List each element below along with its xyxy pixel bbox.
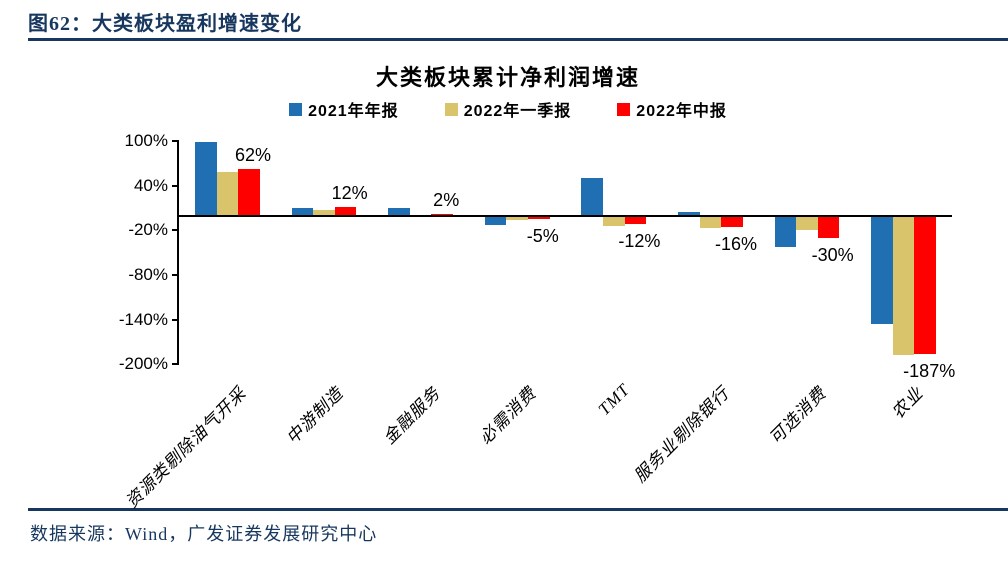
bar xyxy=(238,169,260,216)
bar xyxy=(195,141,217,216)
y-axis-tick-label: -80% xyxy=(128,264,168,284)
footer-rule xyxy=(28,508,1008,511)
legend-label: 2021年年报 xyxy=(308,103,399,120)
y-axis-tick-mark xyxy=(172,363,179,366)
bar xyxy=(313,209,335,216)
legend-item-2021-annual: 2021年年报 xyxy=(289,97,399,121)
bar xyxy=(774,215,797,248)
bar xyxy=(817,215,840,238)
y-axis-tick-label: -200% xyxy=(118,354,168,374)
y-axis-tick-label: 40% xyxy=(133,175,168,195)
y-axis-tick-mark xyxy=(172,318,179,321)
bar xyxy=(334,206,357,216)
bar-data-label: -16% xyxy=(714,234,758,255)
y-axis-tick-mark xyxy=(172,140,179,143)
data-source-note: 数据来源：Wind，广发证券发展研究中心 xyxy=(30,524,378,544)
bar xyxy=(871,215,893,325)
bar xyxy=(796,215,818,231)
bar xyxy=(528,215,550,220)
bar xyxy=(388,208,410,216)
chart-title: 大类板块累计净利润增速 xyxy=(375,65,640,90)
bar-data-label: -30% xyxy=(811,244,854,265)
legend-swatch-icon xyxy=(289,102,303,116)
bar xyxy=(291,208,314,216)
y-axis-tick-mark xyxy=(172,273,179,276)
x-axis-category-label: TMT xyxy=(594,380,634,419)
bar-data-label: -187% xyxy=(903,361,956,382)
figure-label: 图62：大类板块盈利增速变化 xyxy=(28,13,302,35)
legend-swatch-icon xyxy=(444,102,458,116)
legend-label: 2022年一季报 xyxy=(463,103,572,120)
legend-label: 2022年中报 xyxy=(636,103,727,120)
y-axis-tick-mark xyxy=(172,184,179,187)
bar xyxy=(506,215,528,220)
y-axis-tick-label: 100% xyxy=(124,131,168,151)
bar xyxy=(892,215,915,356)
y-axis-tick-label: -140% xyxy=(118,309,168,329)
bar xyxy=(678,211,700,216)
x-axis-category-label: 服务业剔除银行 xyxy=(630,383,734,487)
chart-legend: 2021年年报 2022年一季报 2022年中报 xyxy=(8,97,1008,121)
x-axis-category-label: 必需消费 xyxy=(475,383,541,448)
header-rule xyxy=(28,38,1008,41)
legend-item-2022-q1: 2022年一季报 xyxy=(444,97,572,121)
bar xyxy=(914,215,936,355)
y-axis-tick-mark xyxy=(172,229,179,232)
bar xyxy=(216,172,239,216)
legend-swatch-icon xyxy=(617,102,631,116)
y-axis-tick-label: -20% xyxy=(128,220,168,240)
bar xyxy=(699,215,722,229)
bar xyxy=(581,177,603,216)
bar-data-label: 12% xyxy=(331,182,368,203)
bar xyxy=(624,215,647,225)
x-axis-category-label: 农业 xyxy=(887,383,927,423)
y-axis-line xyxy=(177,141,179,365)
bar-data-label: 2% xyxy=(433,190,460,210)
x-axis-category-label: 可选消费 xyxy=(765,383,830,448)
bar-data-label: 62% xyxy=(234,145,272,166)
bar-data-label: -5% xyxy=(526,226,559,247)
bar xyxy=(721,215,743,228)
legend-item-2022-interim: 2022年中报 xyxy=(617,97,727,121)
x-axis-zero-line xyxy=(179,214,952,217)
bar-data-label: -12% xyxy=(618,231,661,252)
bar xyxy=(603,215,625,226)
bar xyxy=(484,215,507,226)
